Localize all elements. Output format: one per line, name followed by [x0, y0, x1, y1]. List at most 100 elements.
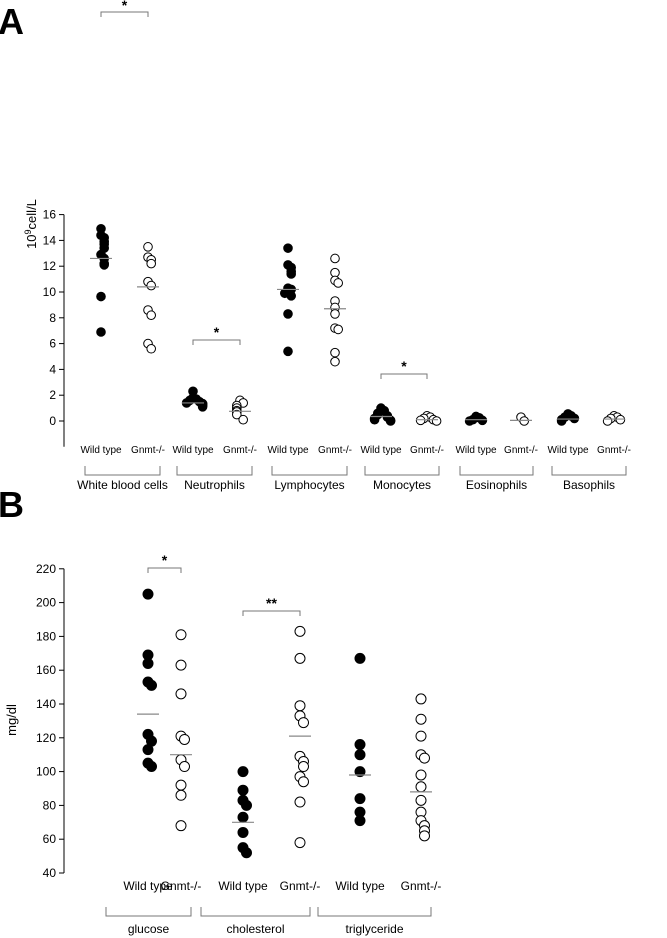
- gnmt-ko-point: [175, 789, 187, 801]
- y-tick-label: 16: [43, 208, 57, 222]
- group-bracket: [200, 907, 311, 917]
- gnmt-ko-point: [143, 242, 153, 252]
- gnmt-ko-label: Gnmt-/-: [223, 445, 257, 456]
- gnmt-ko-point: [415, 794, 427, 806]
- panel-b-letter: B: [0, 484, 24, 525]
- wild-type-label: Wild type: [218, 879, 268, 893]
- y-tick-label: 2: [49, 388, 56, 402]
- gnmt-ko-point: [146, 280, 156, 291]
- wild-type-point: [241, 847, 252, 859]
- y-tick-label: 0: [49, 414, 56, 428]
- gnmt-ko-point: [419, 752, 430, 764]
- gnmt-ko-point: [294, 700, 306, 712]
- gnmt-ko-point: [415, 730, 427, 742]
- gnmt-ko-point: [146, 310, 156, 321]
- gnmt-ko-point: [179, 761, 190, 773]
- gnmt-ko-point: [415, 713, 427, 725]
- wild-type-label: Wild type: [123, 879, 173, 893]
- wild-type-point: [354, 652, 366, 664]
- wild-type-point: [142, 657, 154, 669]
- significance-bracket: [147, 567, 182, 573]
- gnmt-ko-point: [330, 253, 340, 264]
- gnmt-ko-point: [175, 688, 187, 700]
- gnmt-ko-label: Gnmt-/-: [401, 879, 442, 893]
- y-tick-label: 60: [43, 832, 57, 846]
- wild-type-point: [237, 766, 249, 778]
- gnmt-ko-point: [615, 414, 626, 425]
- gnmt-ko-label: Gnmt-/-: [410, 445, 444, 456]
- wild-type-label: Wild type: [267, 445, 309, 456]
- y-tick-label: 40: [43, 866, 57, 880]
- gnmt-ko-point: [294, 652, 306, 664]
- significance-bracket: [100, 11, 149, 17]
- gnmt-ko-point: [238, 414, 248, 425]
- gnmt-ko-point: [298, 761, 309, 773]
- significance-marker: *: [214, 324, 220, 340]
- wild-type-point: [146, 679, 157, 691]
- gnmt-ko-point: [415, 781, 427, 793]
- y-tick-label: 200: [36, 596, 56, 610]
- gnmt-ko-point: [415, 415, 426, 426]
- gnmt-ko-point: [175, 629, 187, 641]
- y-tick-label: 120: [36, 731, 56, 745]
- wild-type-point: [241, 799, 252, 811]
- wild-type-point: [354, 739, 366, 751]
- wild-type-point: [142, 588, 154, 600]
- group-bracket: [551, 466, 627, 476]
- panel-a-letter: A: [0, 1, 24, 42]
- wild-type-point: [286, 291, 297, 301]
- wild-type-point: [237, 784, 249, 796]
- gnmt-ko-point: [175, 779, 187, 791]
- gnmt-ko-point: [175, 820, 187, 832]
- gnmt-ko-label: Gnmt-/-: [280, 879, 321, 893]
- wild-type-point: [197, 402, 208, 412]
- wild-type-point: [354, 749, 366, 761]
- panel-b-y-axis-label: mg/dl: [4, 704, 19, 736]
- gnmt-ko-point: [519, 416, 530, 426]
- y-tick-label: 12: [43, 259, 57, 273]
- wild-type-point: [283, 243, 293, 253]
- gnmt-ko-point: [431, 416, 442, 426]
- gnmt-ko-point: [294, 796, 306, 808]
- group-label: Basophils: [563, 478, 615, 492]
- group-label: triglyceride: [345, 922, 403, 936]
- wild-type-point: [556, 416, 567, 426]
- gnmt-ko-point: [298, 776, 309, 788]
- y-tick-label: 14: [43, 233, 57, 247]
- gnmt-ko-label: Gnmt-/-: [131, 445, 165, 456]
- significance-bracket: [380, 373, 428, 379]
- group-label: glucose: [128, 922, 170, 936]
- gnmt-ko-point: [419, 830, 430, 842]
- group-bracket: [317, 907, 432, 917]
- y-tick-label: 100: [36, 765, 56, 779]
- significance-marker: *: [122, 0, 128, 13]
- wild-type-label: Wild type: [335, 879, 385, 893]
- y-tick-label: 140: [36, 697, 56, 711]
- wild-type-point: [354, 766, 366, 778]
- gnmt-ko-point: [232, 409, 242, 420]
- group-bracket: [364, 466, 440, 476]
- gnmt-ko-point: [602, 416, 613, 426]
- group-bracket: [271, 466, 348, 476]
- gnmt-ko-point: [330, 309, 340, 319]
- wild-type-point: [464, 416, 475, 426]
- wild-type-point: [477, 415, 488, 426]
- panel-a: A 109cell/L 0 2 4 6 8 10 12 14 16 * Wild type Gnmt-…: [0, 0, 631, 492]
- wild-type-point: [237, 811, 249, 823]
- group-label: cholesterol: [226, 922, 284, 936]
- group-bracket: [84, 466, 161, 476]
- gnmt-ko-point: [175, 659, 187, 671]
- panel-b: B mg/dl 40 60 80 100 120 140 160 180 200 220 * Wild…: [0, 484, 441, 936]
- group-bracket: [176, 466, 253, 476]
- gnmt-ko-point: [330, 356, 340, 367]
- group-label: Neutrophils: [184, 478, 245, 492]
- gnmt-ko-point: [146, 343, 156, 354]
- significance-bracket: [192, 339, 241, 345]
- wild-type-point: [283, 309, 293, 319]
- wild-type-label: Wild type: [455, 445, 497, 456]
- wild-type-point: [369, 414, 380, 425]
- wild-type-point: [237, 826, 249, 838]
- wild-type-label: Wild type: [80, 445, 122, 456]
- wild-type-point: [99, 260, 109, 270]
- y-tick-label: 180: [36, 629, 56, 643]
